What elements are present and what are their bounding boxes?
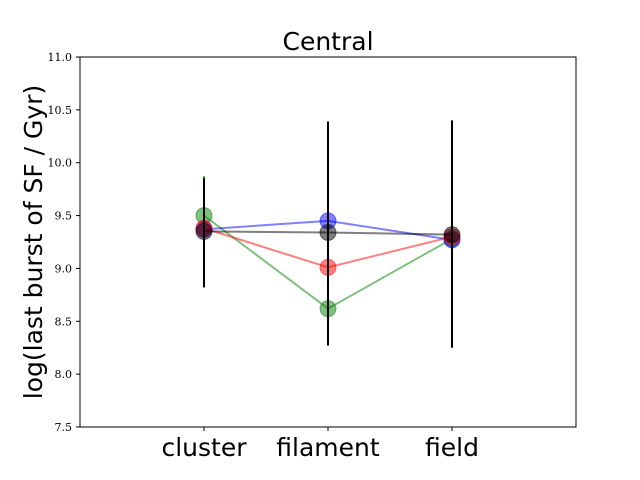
series-3 [195, 120, 461, 348]
data-point [319, 223, 337, 241]
x-ticks: cluster filament field [161, 427, 479, 462]
data-point [195, 222, 213, 240]
y-ticks: 7.5 8.0 8.5 9.0 9.5 10.0 10.5 11.0 [48, 51, 80, 434]
y-tick-label: 10.5 [48, 104, 73, 117]
x-tick-label-filament: filament [276, 433, 380, 462]
series-layer [195, 120, 461, 348]
y-tick-label: 7.5 [55, 421, 73, 434]
y-tick-label: 8.0 [55, 368, 73, 381]
y-tick-label: 9.0 [55, 262, 73, 275]
x-tick-label-cluster: cluster [161, 433, 247, 462]
y-axis-label: log(last burst of SF / Gyr) [19, 85, 48, 399]
plot-frame [79, 56, 577, 428]
x-tick-label-field: field [425, 433, 479, 462]
chart-title: Central [282, 27, 373, 56]
y-tick-label: 11.0 [48, 51, 73, 64]
y-tick-label: 8.5 [55, 315, 73, 328]
data-point [443, 226, 461, 244]
y-tick-label: 10.0 [48, 157, 73, 170]
y-tick-label: 9.5 [55, 210, 73, 223]
